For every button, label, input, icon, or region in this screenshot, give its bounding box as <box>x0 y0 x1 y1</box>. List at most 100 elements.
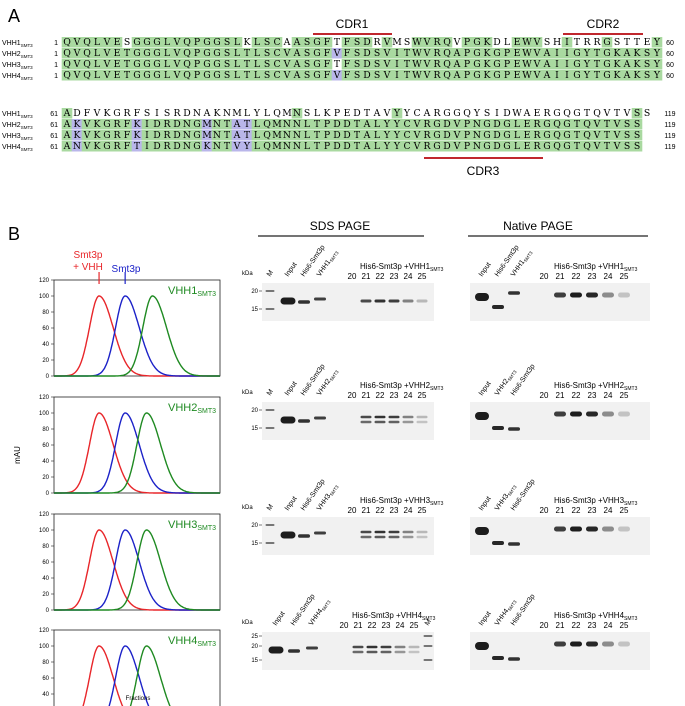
residue: D <box>173 119 180 130</box>
residue-shade <box>241 130 253 141</box>
residue-shade <box>381 37 393 48</box>
lane-label: M <box>266 269 275 278</box>
fraction-label: 22 <box>368 621 377 630</box>
fraction-label: 21 <box>556 621 565 630</box>
panel-a-letter: A <box>8 6 20 26</box>
residue: Y <box>243 141 251 152</box>
residue-shade <box>81 59 93 70</box>
residue-shade <box>471 37 483 48</box>
residue: T <box>404 70 411 81</box>
residue-shade <box>121 141 133 152</box>
residue: K <box>634 70 642 81</box>
gel-band <box>554 292 566 298</box>
residue: Y <box>393 119 401 130</box>
residue: V <box>73 59 81 70</box>
residue: D <box>173 141 180 152</box>
residue: G <box>553 108 560 119</box>
residue: Q <box>83 59 91 70</box>
residue-shade <box>101 70 113 81</box>
residue-shade <box>511 141 523 152</box>
residue-shade <box>461 119 473 130</box>
residue-shade <box>351 130 363 141</box>
residue-shade <box>351 70 363 81</box>
residue-shade <box>321 130 333 141</box>
residue: V <box>423 37 431 48</box>
gel-band <box>508 657 520 661</box>
residue: E <box>114 48 121 59</box>
gel-band <box>416 299 428 303</box>
residue: V <box>83 130 91 141</box>
peak-label-complex-2: + VHH <box>73 262 103 273</box>
residue: S <box>264 70 270 81</box>
y-tick-label: 120 <box>39 395 50 401</box>
residue-shade <box>221 141 233 152</box>
residue: Q <box>263 130 271 141</box>
residue-shade <box>251 130 263 141</box>
residue-shade <box>281 70 293 81</box>
residue: Y <box>653 48 661 59</box>
residue: E <box>514 37 521 48</box>
gel-band <box>280 531 296 539</box>
residue: P <box>464 70 470 81</box>
residue: L <box>234 59 240 70</box>
residue-shade <box>541 48 553 59</box>
residue-shade <box>271 141 283 152</box>
y-tick-label: 80 <box>42 660 49 666</box>
residue: G <box>213 59 220 70</box>
residue: L <box>234 48 240 59</box>
residue: S <box>374 70 380 81</box>
residue: L <box>164 70 170 81</box>
residue-shade <box>191 130 203 141</box>
series-line-1 <box>54 529 220 611</box>
residue-shade <box>511 119 523 130</box>
residue: T <box>364 108 371 119</box>
fraction-label: 23 <box>390 272 399 281</box>
residue-shade <box>511 37 523 48</box>
residue: G <box>213 48 220 59</box>
residue-shade <box>211 130 223 141</box>
residue: W <box>412 70 422 81</box>
lane-label: Input <box>284 495 299 512</box>
fraction-label: 24 <box>404 506 413 515</box>
residue-shade <box>431 59 443 70</box>
residue-shade <box>431 37 443 48</box>
residue-shade <box>441 70 453 81</box>
residue-shade <box>121 70 133 81</box>
residue: D <box>183 108 190 119</box>
complex-lane-header: His6-Smt3p +VHH3SMT3 <box>554 496 638 507</box>
residue-shade <box>161 119 173 130</box>
residue: T <box>604 130 611 141</box>
residue-shade <box>341 59 353 70</box>
residue-shade <box>131 119 143 130</box>
residue-shade <box>441 59 453 70</box>
y-tick-label: 100 <box>39 644 50 650</box>
lane-label: His6-Smt3p <box>510 593 537 627</box>
residue-shade <box>521 130 533 141</box>
residue: S <box>354 37 360 48</box>
residue: L <box>254 119 260 130</box>
residue-shade <box>531 119 543 130</box>
residue: G <box>503 141 510 152</box>
residue-shade <box>101 59 113 70</box>
sec-y-axis-label: mAU <box>13 446 22 464</box>
kda-label: kDa <box>242 505 253 511</box>
residue: I <box>145 130 149 141</box>
residue: R <box>534 141 542 152</box>
residue: W <box>522 59 532 70</box>
residue: A <box>423 108 431 119</box>
residue-shade <box>371 141 383 152</box>
residue-shade <box>271 59 283 70</box>
residue: R <box>114 130 122 141</box>
residue-shade <box>321 119 333 130</box>
y-tick-label: 120 <box>39 278 50 284</box>
residue: V <box>623 108 631 119</box>
residue-shade <box>471 141 483 152</box>
peak-label-smt3p: Smt3p <box>112 264 141 275</box>
residue-shade <box>251 141 263 152</box>
residue: Q <box>583 130 591 141</box>
residue: A <box>233 130 241 141</box>
fraction-label: 22 <box>376 391 385 400</box>
residue-shade <box>321 37 333 48</box>
gel-band <box>402 420 414 424</box>
